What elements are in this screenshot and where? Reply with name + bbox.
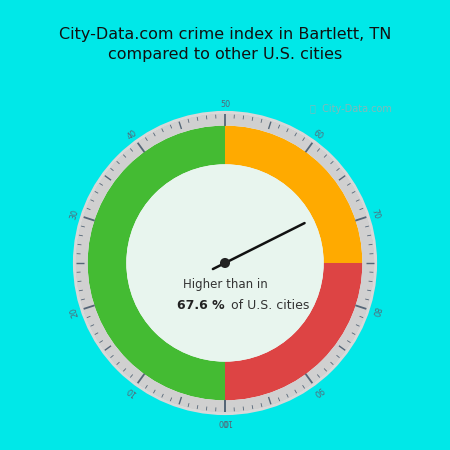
Text: 90: 90 [311,384,325,398]
Text: of U.S. cities: of U.S. cities [227,299,309,312]
Circle shape [73,111,377,415]
Circle shape [75,113,375,413]
Wedge shape [225,126,362,263]
Text: 30: 30 [69,208,80,220]
Text: 67.6 %: 67.6 % [177,299,225,312]
Wedge shape [225,263,362,400]
Text: 70: 70 [370,208,382,220]
Text: 50: 50 [220,100,230,109]
Wedge shape [75,113,375,413]
Circle shape [126,164,324,362]
Text: 0: 0 [222,417,228,426]
Text: 80: 80 [370,306,381,318]
Text: 10: 10 [125,384,139,398]
Text: ⓘ  City-Data.com: ⓘ City-Data.com [310,104,392,114]
Text: 20: 20 [68,306,80,318]
Text: 60: 60 [311,128,325,141]
Circle shape [220,258,230,268]
Text: Higher than in: Higher than in [183,278,267,291]
Wedge shape [88,126,225,400]
Text: 100: 100 [217,417,233,426]
Text: 40: 40 [125,128,139,141]
Text: City-Data.com crime index in Bartlett, TN
compared to other U.S. cities: City-Data.com crime index in Bartlett, T… [59,27,391,62]
